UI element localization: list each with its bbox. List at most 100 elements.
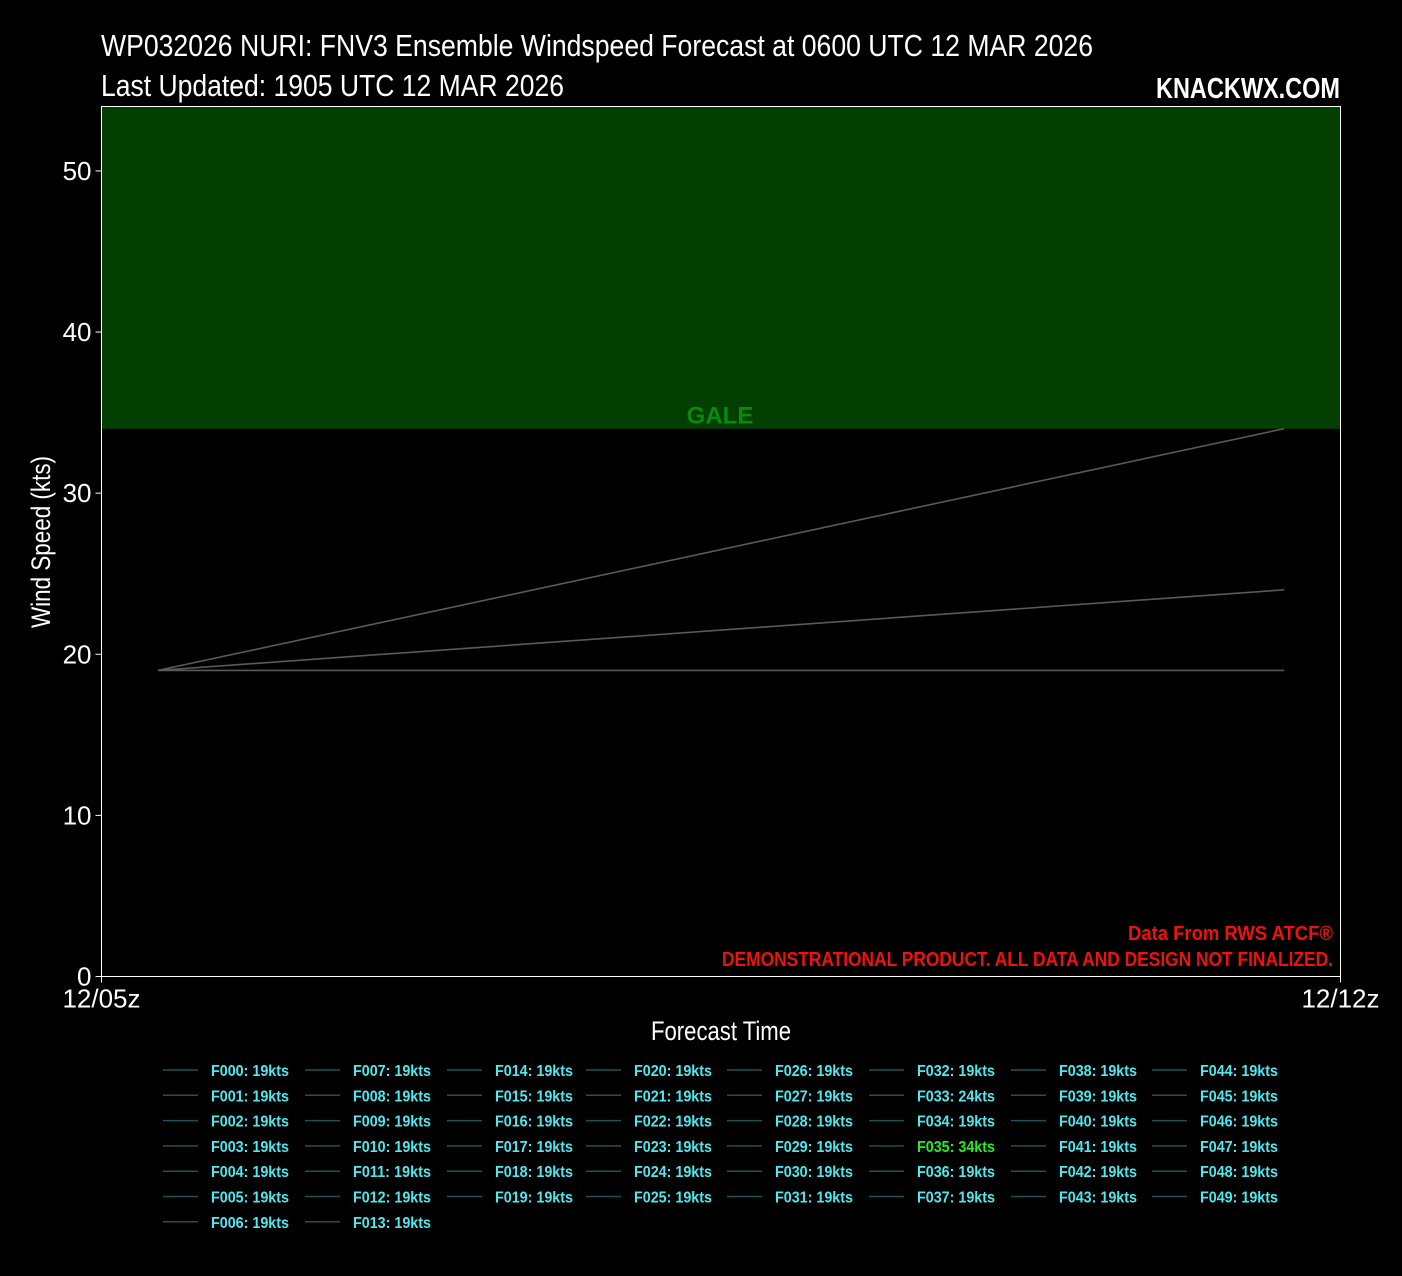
- legend-item: F026: 19kts: [727, 1063, 853, 1080]
- legend-item: F012: 19kts: [305, 1190, 431, 1207]
- legend-item: F027: 19kts: [727, 1088, 853, 1105]
- legend-item: F044: 19kts: [1152, 1063, 1278, 1080]
- legend-item: F010: 19kts: [305, 1139, 431, 1156]
- legend-label: F035: 34kts: [917, 1139, 995, 1156]
- legend-label: F048: 19kts: [1200, 1164, 1278, 1181]
- legend-label: F016: 19kts: [495, 1114, 573, 1131]
- legend-item: F014: 19kts: [447, 1063, 573, 1080]
- y-tick-label: 20: [63, 639, 92, 669]
- x-axis: 12/05z 12/12z: [62, 976, 1380, 1014]
- legend-item: F016: 19kts: [447, 1114, 573, 1131]
- legend-item: F006: 19kts: [163, 1215, 289, 1232]
- legend-item: F018: 19kts: [447, 1164, 573, 1181]
- legend-item: F033: 24kts: [869, 1088, 995, 1105]
- legend-item: F021: 19kts: [586, 1088, 712, 1105]
- legend-item: F045: 19kts: [1152, 1088, 1278, 1105]
- y-axis: 0 10 20 30 40 50: [63, 156, 102, 992]
- legend: F000: 19kts F001: 19kts F002: 19kts F003: 1…: [163, 1063, 1278, 1232]
- legend-label: F014: 19kts: [495, 1063, 573, 1080]
- legend-item: F030: 19kts: [727, 1164, 853, 1181]
- legend-label: F009: 19kts: [353, 1114, 431, 1131]
- legend-label: F018: 19kts: [495, 1164, 573, 1181]
- legend-label: F036: 19kts: [917, 1164, 995, 1181]
- legend-item: F041: 19kts: [1011, 1139, 1137, 1156]
- legend-item: F047: 19kts: [1152, 1139, 1278, 1156]
- legend-item: F002: 19kts: [163, 1114, 289, 1131]
- legend-label: F021: 19kts: [634, 1088, 712, 1105]
- legend-item: F005: 19kts: [163, 1190, 289, 1207]
- y-tick-label: 10: [63, 800, 92, 830]
- legend-item: F019: 19kts: [447, 1190, 573, 1207]
- legend-label: F004: 19kts: [211, 1164, 289, 1181]
- x-tick-label: 12/12z: [1301, 984, 1379, 1014]
- legend-label: F002: 19kts: [211, 1114, 289, 1131]
- legend-label: F032: 19kts: [917, 1063, 995, 1080]
- series-line-1: [157, 427, 1285, 672]
- legend-label: F006: 19kts: [211, 1215, 289, 1232]
- legend-item: F024: 19kts: [586, 1164, 712, 1181]
- legend-item: F008: 19kts: [305, 1088, 431, 1105]
- legend-item: F022: 19kts: [586, 1114, 712, 1131]
- gale-band: [101, 106, 1341, 429]
- legend-label: F005: 19kts: [211, 1190, 289, 1207]
- legend-label: F034: 19kts: [917, 1114, 995, 1131]
- legend-item: F009: 19kts: [305, 1114, 431, 1131]
- legend-item: F048: 19kts: [1152, 1164, 1278, 1181]
- legend-item: F040: 19kts: [1011, 1114, 1137, 1131]
- legend-item: F004: 19kts: [163, 1164, 289, 1181]
- legend-item: F015: 19kts: [447, 1088, 573, 1105]
- legend-item: F025: 19kts: [586, 1190, 712, 1207]
- brand-watermark: KNACKWX.COM: [1156, 73, 1340, 105]
- legend-label: F000: 19kts: [211, 1063, 289, 1080]
- legend-label: F015: 19kts: [495, 1088, 573, 1105]
- legend-label: F027: 19kts: [775, 1088, 853, 1105]
- legend-label: F008: 19kts: [353, 1088, 431, 1105]
- series-layer: [157, 427, 1285, 672]
- legend-item: F001: 19kts: [163, 1088, 289, 1105]
- legend-label: F025: 19kts: [634, 1190, 712, 1207]
- legend-item: F029: 19kts: [727, 1139, 853, 1156]
- legend-label: F001: 19kts: [211, 1088, 289, 1105]
- legend-item: F046: 19kts: [1152, 1114, 1278, 1131]
- legend-label: F042: 19kts: [1059, 1164, 1137, 1181]
- legend-item: F049: 19kts: [1152, 1190, 1278, 1207]
- legend-label: F045: 19kts: [1200, 1088, 1278, 1105]
- legend-item: F039: 19kts: [1011, 1088, 1137, 1105]
- chart-subtitle: Last Updated: 1905 UTC 12 MAR 2026: [101, 68, 564, 103]
- legend-item: F036: 19kts: [869, 1164, 995, 1181]
- legend-item: F000: 19kts: [163, 1063, 289, 1080]
- legend-label: F049: 19kts: [1200, 1190, 1278, 1207]
- legend-item: F038: 19kts: [1011, 1063, 1137, 1080]
- legend-label: F012: 19kts: [353, 1190, 431, 1207]
- y-tick-label: 50: [63, 156, 92, 186]
- legend-item: F037: 19kts: [869, 1190, 995, 1207]
- x-tick-label: 12/05z: [62, 984, 140, 1014]
- legend-item: F023: 19kts: [586, 1139, 712, 1156]
- legend-label: F041: 19kts: [1059, 1139, 1137, 1156]
- y-tick-label: 40: [63, 317, 92, 347]
- legend-label: F011: 19kts: [353, 1164, 431, 1181]
- legend-item: F035: 34kts: [869, 1139, 995, 1156]
- legend-label: F031: 19kts: [775, 1190, 853, 1207]
- y-axis-label: Wind Speed (kts): [26, 456, 56, 628]
- chart-title: WP032026 NURI: FNV3 Ensemble Windspeed F…: [101, 28, 1093, 63]
- legend-label: F022: 19kts: [634, 1114, 712, 1131]
- legend-label: F043: 19kts: [1059, 1190, 1137, 1207]
- legend-item: F034: 19kts: [869, 1114, 995, 1131]
- legend-label: F044: 19kts: [1200, 1063, 1278, 1080]
- legend-label: F010: 19kts: [353, 1139, 431, 1156]
- legend-label: F007: 19kts: [353, 1063, 431, 1080]
- legend-label: F026: 19kts: [775, 1063, 853, 1080]
- legend-item: F043: 19kts: [1011, 1190, 1137, 1207]
- legend-item: F028: 19kts: [727, 1114, 853, 1131]
- gale-band-layer: GALE: [101, 106, 1341, 430]
- legend-label: F047: 19kts: [1200, 1139, 1278, 1156]
- legend-label: F013: 19kts: [353, 1215, 431, 1232]
- y-tick-label: 0: [77, 962, 91, 992]
- legend-label: F019: 19kts: [495, 1190, 573, 1207]
- legend-label: F028: 19kts: [775, 1114, 853, 1131]
- legend-item: F007: 19kts: [305, 1063, 431, 1080]
- y-tick-label: 30: [63, 478, 92, 508]
- legend-label: F003: 19kts: [211, 1139, 289, 1156]
